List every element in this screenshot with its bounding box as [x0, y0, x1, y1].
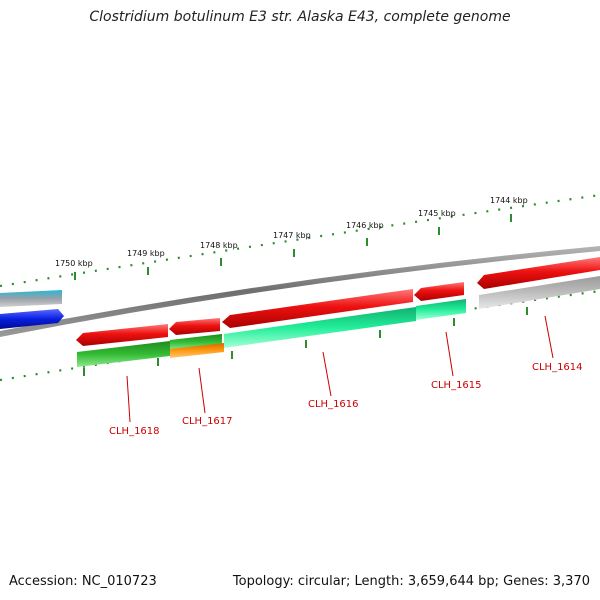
- gene-green-1617: [170, 334, 222, 350]
- gene-label-lines: [126, 315, 554, 423]
- scale-label-1747: 1747 kbp: [273, 231, 311, 240]
- scale-label-1744: 1744 kbp: [490, 196, 528, 205]
- genome-backbone: [0, 246, 600, 337]
- gene-left-cyan: [0, 290, 62, 307]
- gene-grey-1614: [479, 276, 600, 309]
- gene-orange-1617: [170, 343, 224, 358]
- gene-red-1615: [414, 282, 464, 301]
- gene-red-1618: [76, 324, 168, 346]
- scale-label-1750: 1750 kbp: [55, 259, 93, 268]
- genome-summary-text: Topology: circular; Length: 3,659,644 bp…: [232, 574, 590, 589]
- scale-label-1746: 1746 kbp: [346, 221, 384, 230]
- inner-scale-ring: [0, 289, 600, 382]
- accession-text: Accession: NC_010723: [9, 574, 157, 589]
- scale-label-1745: 1745 kbp: [418, 209, 456, 218]
- gene-label-clh-1615[interactable]: CLH_1615: [431, 380, 482, 391]
- gene-label-clh-1618[interactable]: CLH_1618: [109, 426, 160, 437]
- gene-red-1617: [169, 318, 220, 335]
- gene-aqua-1616: [224, 307, 416, 348]
- map-title: Clostridium botulinum E3 str. Alaska E43…: [89, 9, 511, 25]
- gene-left-blue: [0, 309, 64, 329]
- gene-red-1616: [222, 289, 413, 328]
- scale-label-1748: 1748 kbp: [200, 241, 238, 250]
- outer-major-ticks: [74, 214, 512, 280]
- gene-aqua-1615: [416, 299, 466, 320]
- gene-green-1618: [77, 341, 170, 367]
- gene-red-1614: [477, 257, 600, 289]
- gene-label-clh-1614[interactable]: CLH_1614: [532, 362, 583, 373]
- scale-label-1749: 1749 kbp: [127, 249, 165, 258]
- inner-major-ticks: [83, 307, 528, 376]
- gene-label-clh-1617[interactable]: CLH_1617: [182, 416, 233, 427]
- gene-label-clh-1616[interactable]: CLH_1616: [308, 399, 359, 410]
- outer-scale-ring: [0, 193, 600, 288]
